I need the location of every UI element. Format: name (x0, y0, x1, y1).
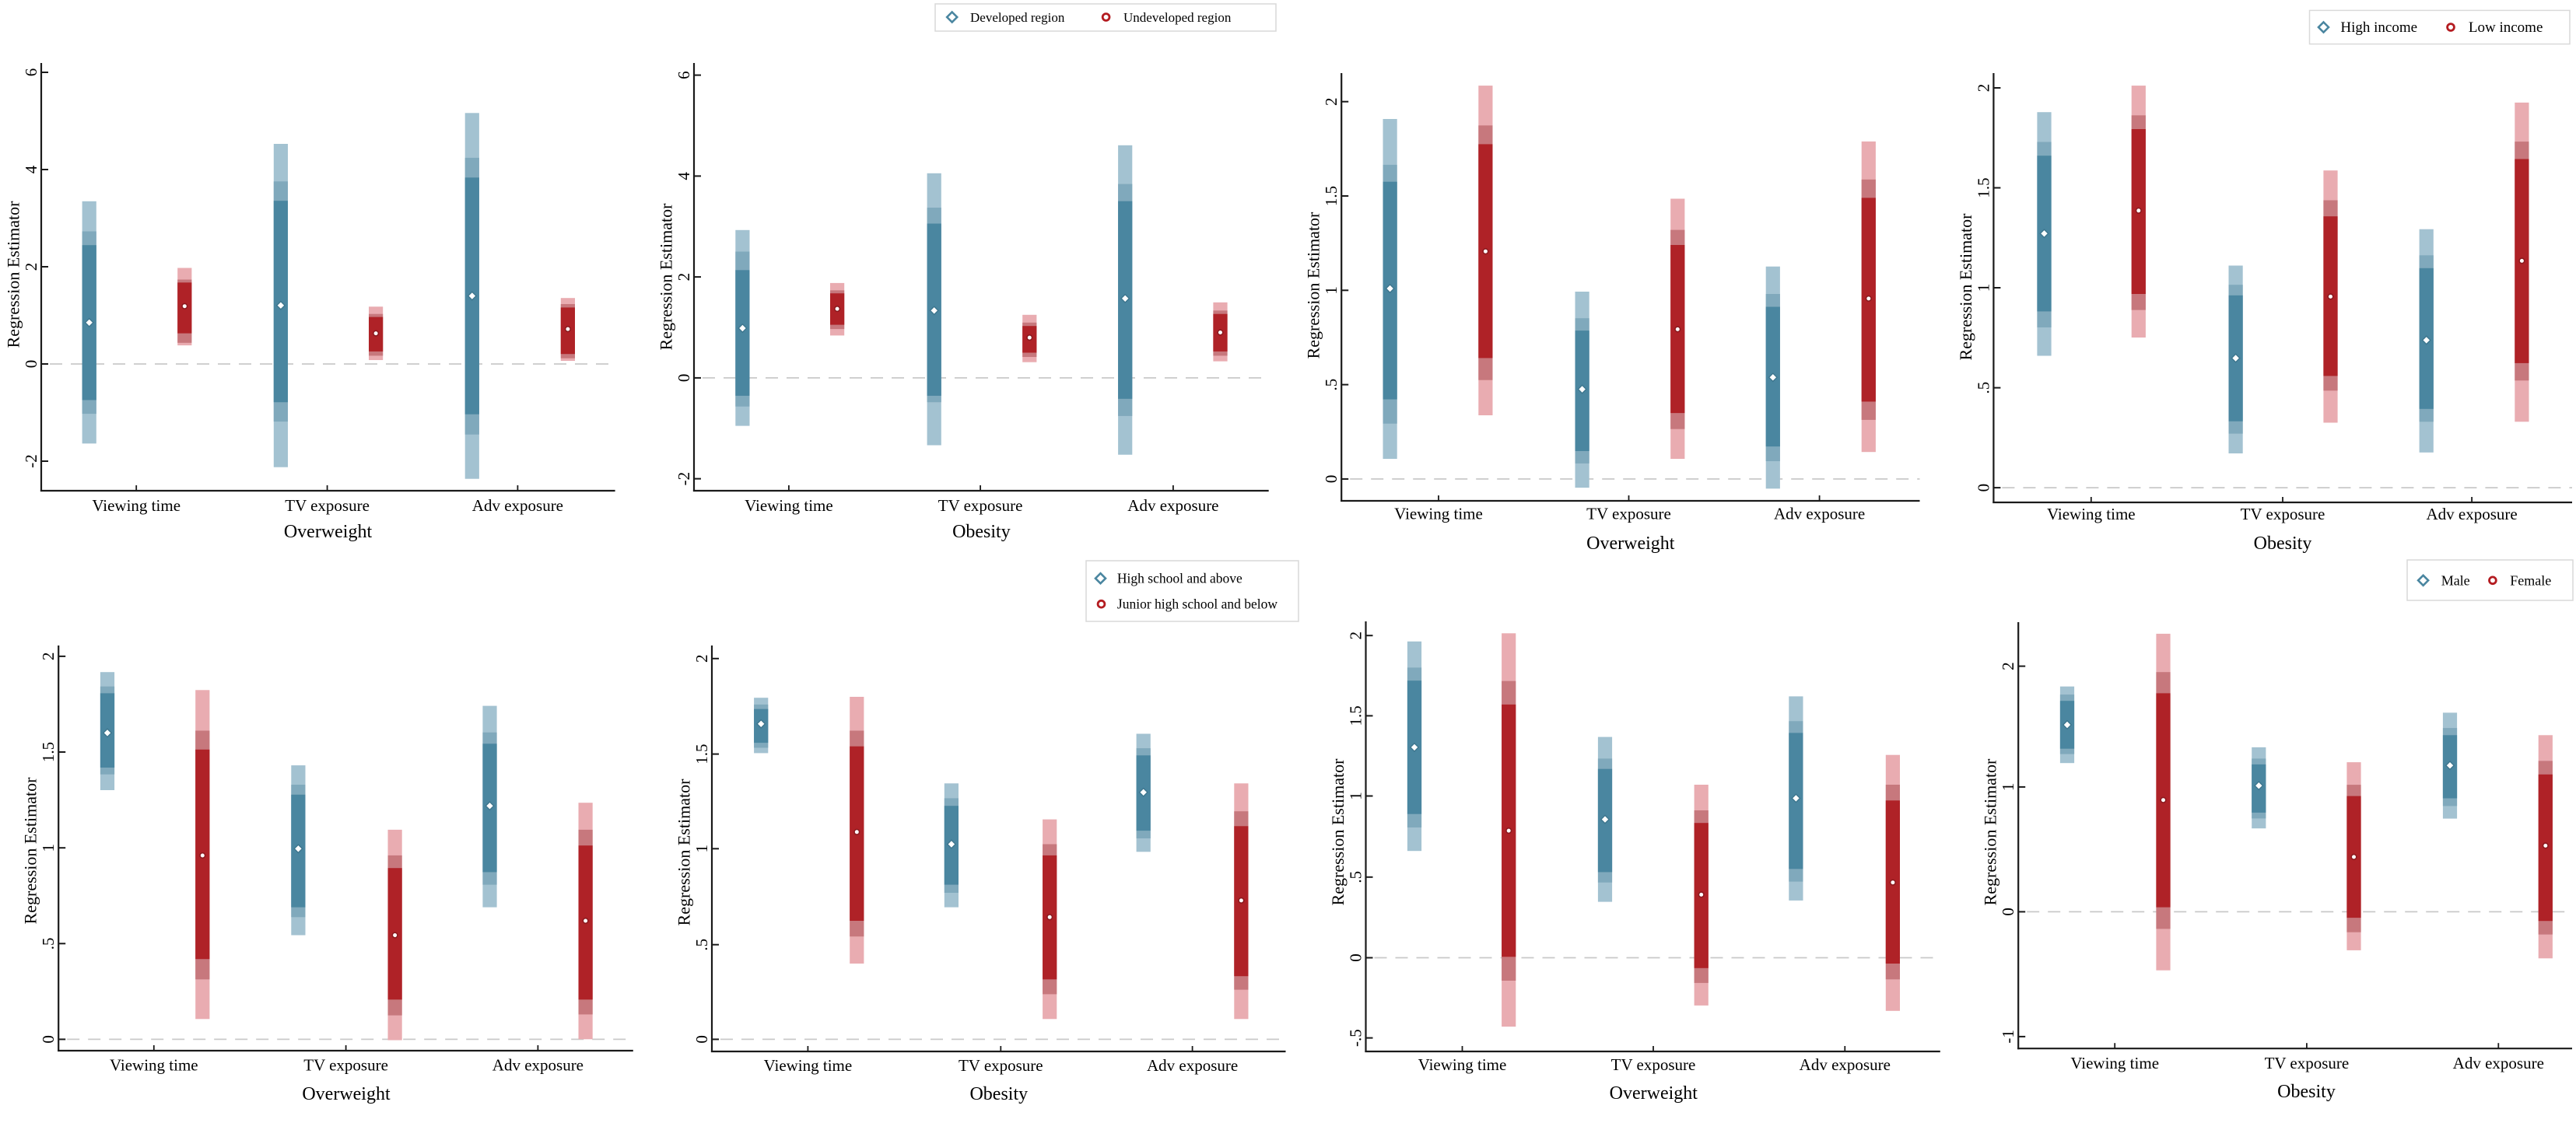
svg-text:1: 1 (692, 845, 711, 853)
svg-text:2: 2 (675, 273, 693, 282)
svg-text:Undeveloped region: Undeveloped region (1123, 10, 1232, 25)
svg-text:Viewing time: Viewing time (2047, 505, 2136, 523)
svg-text:1: 1 (1999, 783, 2017, 792)
svg-text:TV exposure: TV exposure (1611, 1055, 1696, 1074)
svg-text:.5: .5 (39, 937, 58, 950)
svg-text:2: 2 (1974, 84, 1992, 93)
svg-text:4: 4 (22, 165, 40, 173)
svg-text:TV exposure: TV exposure (1586, 504, 1671, 523)
svg-text:Regression Estimator: Regression Estimator (1981, 758, 2000, 905)
svg-text:Adv exposure: Adv exposure (472, 496, 563, 515)
svg-text:0: 0 (692, 1035, 711, 1044)
svg-text:Overweight: Overweight (1586, 534, 1675, 554)
svg-text:Obesity: Obesity (952, 522, 1011, 542)
svg-text:Adv exposure: Adv exposure (1774, 504, 1865, 523)
svg-text:Regression Estimator: Regression Estimator (21, 777, 40, 924)
svg-text:Adv exposure: Adv exposure (492, 1056, 584, 1075)
svg-text:Overweight: Overweight (284, 522, 373, 542)
svg-text:0: 0 (1974, 484, 1992, 492)
svg-text:Adv exposure: Adv exposure (2426, 505, 2517, 523)
svg-text:.5: .5 (1974, 382, 1992, 394)
svg-text:2: 2 (22, 263, 40, 271)
svg-text:Adv exposure: Adv exposure (1127, 496, 1218, 515)
svg-text:0: 0 (675, 374, 693, 383)
svg-text:0: 0 (22, 360, 40, 369)
svg-text:Obesity: Obesity (2277, 1082, 2336, 1102)
svg-text:TV exposure: TV exposure (938, 496, 1023, 515)
svg-text:Viewing time: Viewing time (764, 1056, 853, 1075)
svg-text:Regression Estimator: Regression Estimator (657, 203, 676, 350)
svg-text:Regression Estimator: Regression Estimator (1328, 758, 1348, 905)
svg-text:Regression Estimator: Regression Estimator (1304, 212, 1323, 359)
svg-text:Developed region: Developed region (970, 10, 1065, 25)
svg-text:Low income: Low income (2469, 19, 2543, 36)
svg-text:TV exposure: TV exposure (959, 1056, 1043, 1075)
svg-text:1.5: 1.5 (1347, 705, 1365, 726)
svg-text:Obesity: Obesity (2254, 534, 2312, 554)
svg-text:1: 1 (39, 844, 58, 852)
svg-text:0: 0 (1347, 953, 1365, 962)
svg-text:0: 0 (39, 1035, 58, 1044)
svg-text:1.5: 1.5 (39, 742, 58, 762)
svg-text:Viewing time: Viewing time (745, 496, 833, 515)
svg-text:2: 2 (692, 655, 711, 663)
svg-text:-.5: -.5 (1347, 1029, 1365, 1047)
svg-text:.5: .5 (1322, 379, 1341, 391)
svg-text:Female: Female (2510, 572, 2551, 588)
svg-text:.5: .5 (1347, 871, 1365, 883)
svg-text:Obesity: Obesity (969, 1084, 1028, 1104)
svg-text:TV exposure: TV exposure (2265, 1054, 2350, 1072)
svg-text:6: 6 (675, 71, 693, 79)
svg-text:Viewing time: Viewing time (1394, 504, 1483, 523)
svg-text:Viewing time: Viewing time (92, 496, 180, 515)
svg-text:.5: .5 (692, 939, 711, 951)
svg-text:0: 0 (1322, 475, 1341, 484)
svg-text:2: 2 (1322, 97, 1341, 106)
svg-text:1.5: 1.5 (1322, 186, 1341, 206)
svg-text:TV exposure: TV exposure (285, 496, 370, 515)
svg-text:Adv exposure: Adv exposure (1800, 1055, 1891, 1074)
svg-text:-1: -1 (1999, 1030, 2017, 1044)
svg-text:1: 1 (1974, 284, 1992, 292)
svg-text:Overweight: Overweight (1610, 1083, 1698, 1104)
svg-text:High school and above: High school and above (1117, 571, 1242, 586)
svg-text:Viewing time: Viewing time (110, 1056, 198, 1075)
svg-text:Viewing time: Viewing time (2070, 1054, 2159, 1072)
svg-text:2: 2 (1347, 631, 1365, 640)
svg-text:Viewing time: Viewing time (1418, 1055, 1507, 1074)
svg-text:Adv exposure: Adv exposure (1147, 1056, 1238, 1075)
svg-text:Regression Estimator: Regression Estimator (4, 201, 23, 348)
svg-text:1: 1 (1347, 792, 1365, 800)
svg-text:1.5: 1.5 (1974, 177, 1992, 198)
svg-text:Regression Estimator: Regression Estimator (1956, 213, 1975, 360)
svg-text:1.5: 1.5 (692, 743, 711, 764)
svg-text:Junior high school and below: Junior high school and below (1117, 596, 1277, 612)
svg-text:-2: -2 (675, 472, 693, 486)
svg-text:Adv exposure: Adv exposure (2453, 1054, 2544, 1072)
svg-text:2: 2 (1999, 662, 2017, 670)
svg-text:Male: Male (2441, 572, 2470, 588)
svg-text:1: 1 (1322, 286, 1341, 295)
svg-text:Regression Estimator: Regression Estimator (675, 778, 694, 925)
svg-text:-2: -2 (22, 454, 40, 468)
svg-text:Overweight: Overweight (302, 1084, 391, 1104)
svg-text:High income: High income (2340, 19, 2417, 36)
svg-text:0: 0 (1999, 908, 2017, 916)
svg-text:4: 4 (675, 172, 693, 180)
svg-text:TV exposure: TV exposure (2241, 505, 2325, 523)
svg-text:TV exposure: TV exposure (303, 1056, 388, 1075)
svg-text:6: 6 (22, 68, 40, 77)
svg-text:2: 2 (39, 652, 58, 661)
